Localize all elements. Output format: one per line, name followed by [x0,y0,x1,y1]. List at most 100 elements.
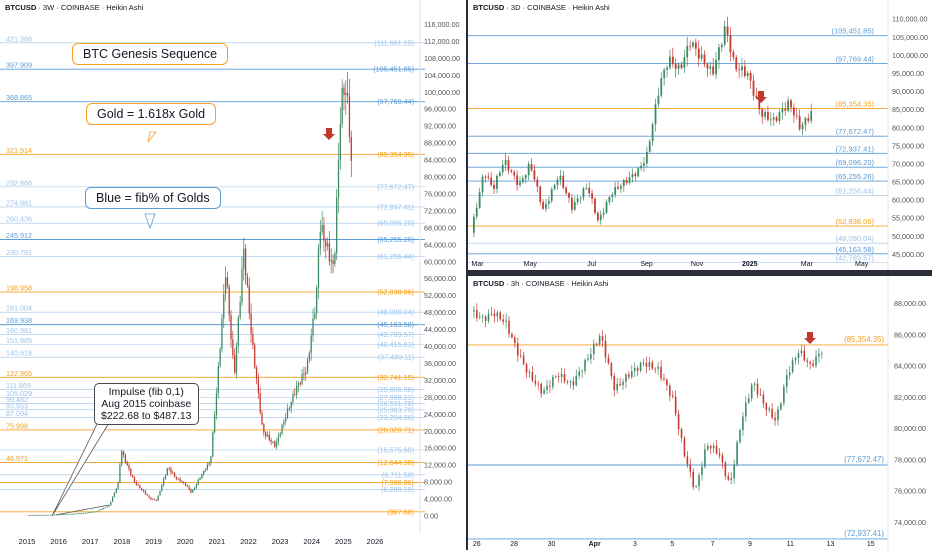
btc-3h-candle [701,466,703,476]
btc-3d-candle [738,69,741,71]
btc-3w-candle [283,421,285,425]
btc-3h-candle [718,453,721,456]
btc-3w-candle [33,514,35,516]
btc-3d-candle [775,117,778,121]
x-tick-label: 26 [473,541,481,548]
btc-3d-candle [778,112,781,121]
btc-3d-candle [519,182,521,186]
fib-right-label: (48,090.04) [377,308,414,317]
btc-3w-candle [132,474,134,478]
btc-3h-candle [554,376,557,378]
btc-3h-candle [733,464,735,479]
chart-3h-svg[interactable]: (85,354.35) (77,672.47) (72,937.41) 88,000.… [468,276,932,550]
btc-3w-candle [248,285,250,314]
btc-3d-candle [516,175,519,186]
btc-3d-candle [504,160,507,165]
btc-3d-candle [591,193,593,199]
btc-3h-candle [663,378,665,380]
fib-right-label: (65,255.26) [836,172,875,181]
btc-3h-candle [601,336,604,341]
chart-panel-3w[interactable]: (111,661.25) (105,451.85) (97,769.44) (85,3… [0,0,466,550]
btc-3h-candle [695,486,697,487]
panel-divider-horizontal[interactable] [468,270,932,276]
btc-3d-candle [481,176,484,193]
btc-3w-candle [73,513,76,515]
btc-3w-candle [46,514,48,516]
btc-3w-candle [137,484,139,486]
btc-3w-candle [110,501,112,506]
y-tick-label: 50,000.00 [892,232,924,241]
btc-3h-candle [707,445,709,450]
btc-3d-candle [677,64,680,69]
fib-right-label: (105,451.85) [831,27,874,36]
fib-left-label: 421.386 [6,34,32,43]
btc-3h-candle [715,445,718,454]
btc-3w-candle [101,509,103,510]
chart-3w-svg[interactable]: (111,661.25) (105,451.85) (97,769.44) (85,3… [0,0,466,550]
btc-3d-candle [732,52,735,58]
x-tick-label: Mar [801,261,814,268]
btc-3w-candle [210,456,212,464]
btc-3w-candle [190,489,192,493]
btc-3w-candle [172,472,174,474]
btc-3w-candle [90,512,92,514]
btc-3w-candle [350,136,352,161]
x-tick-label: Mar [472,261,485,268]
btc-3h-candle [771,408,773,418]
btc-3h-candle [578,371,580,376]
btc-3w-candle [48,514,50,516]
y-tick-label: 88,000.00 [424,139,456,148]
impulse-note[interactable]: Impulse (fib 0,1) Aug 2015 coinbase $222… [94,383,199,425]
fib-left-label: 93.933 [6,401,28,410]
btc-3w-candle [86,512,88,514]
chart-3d-svg[interactable]: (105,451.85) (97,769.44) (85,354.35) (77,67… [468,0,932,270]
fib-right-label: (42,789.57) [377,330,414,339]
btc-3h-candle [633,367,636,372]
impulse-note-line-2: Aug 2015 coinbase [101,398,192,410]
btc-3w-candle [141,488,143,490]
chart-panel-3h[interactable]: (85,354.35) (77,672.47) (72,937.41) 88,000.… [468,276,932,550]
btc-3w-candle [348,95,351,137]
y-tick-label: 68,000.00 [424,223,456,232]
x-tick-label: 2018 [114,537,131,546]
fib-left-label: 75.998 [6,421,28,430]
y-tick-label: 36,000.00 [424,359,456,368]
callout-blue-fib[interactable]: Blue = fib% of Golds [85,187,221,209]
callout-btc-genesis[interactable]: BTC Genesis Sequence [72,43,229,65]
chart-panel-3d[interactable]: (105,451.85) (97,769.44) (85,354.35) (77,67… [468,0,932,270]
btc-3w-candle [31,514,34,516]
btc-3h-candle [560,374,563,378]
callout-gold-ratio[interactable]: Gold = 1.618x Gold [86,103,217,125]
btc-3w-candle [274,441,276,448]
btc-3h-candle [540,383,542,394]
btc-3d-candle [501,164,504,173]
btc-3w-candle [115,488,117,493]
btc-3h-candle [821,353,823,355]
btc-3h-candle [794,357,797,361]
btc-3w-candle [37,514,39,516]
btc-3h-candle [549,385,551,387]
btc-3w-candle [339,124,341,160]
x-tick-label: 5 [670,541,674,548]
btc-3w-candle [84,512,86,514]
btc-3h-candle [590,354,592,359]
btc-3h-candle [671,395,674,397]
btc-3w-candle [272,441,274,443]
panel-divider-vertical[interactable] [466,0,468,550]
btc-3w-candle [50,514,52,516]
fib-left-label: 140.918 [6,349,32,358]
btc-3h-candle [642,362,645,364]
btc-3h-candle [762,394,765,404]
btc-3d-candle [729,34,732,53]
btc-3h-candle [756,383,759,395]
btc-3w-candle [106,506,108,508]
btc-3d-candle [475,207,478,217]
btc-3h-candle [569,381,572,383]
callout-pointer [144,213,156,230]
btc-3d-candle [510,170,513,173]
x-tick-label: 2021 [208,537,225,546]
btc-3w-candle [35,514,37,516]
btc-3d-candle [539,186,542,202]
btc-3d-candle [654,104,657,125]
y-tick-label: 12,000.00 [424,461,456,470]
